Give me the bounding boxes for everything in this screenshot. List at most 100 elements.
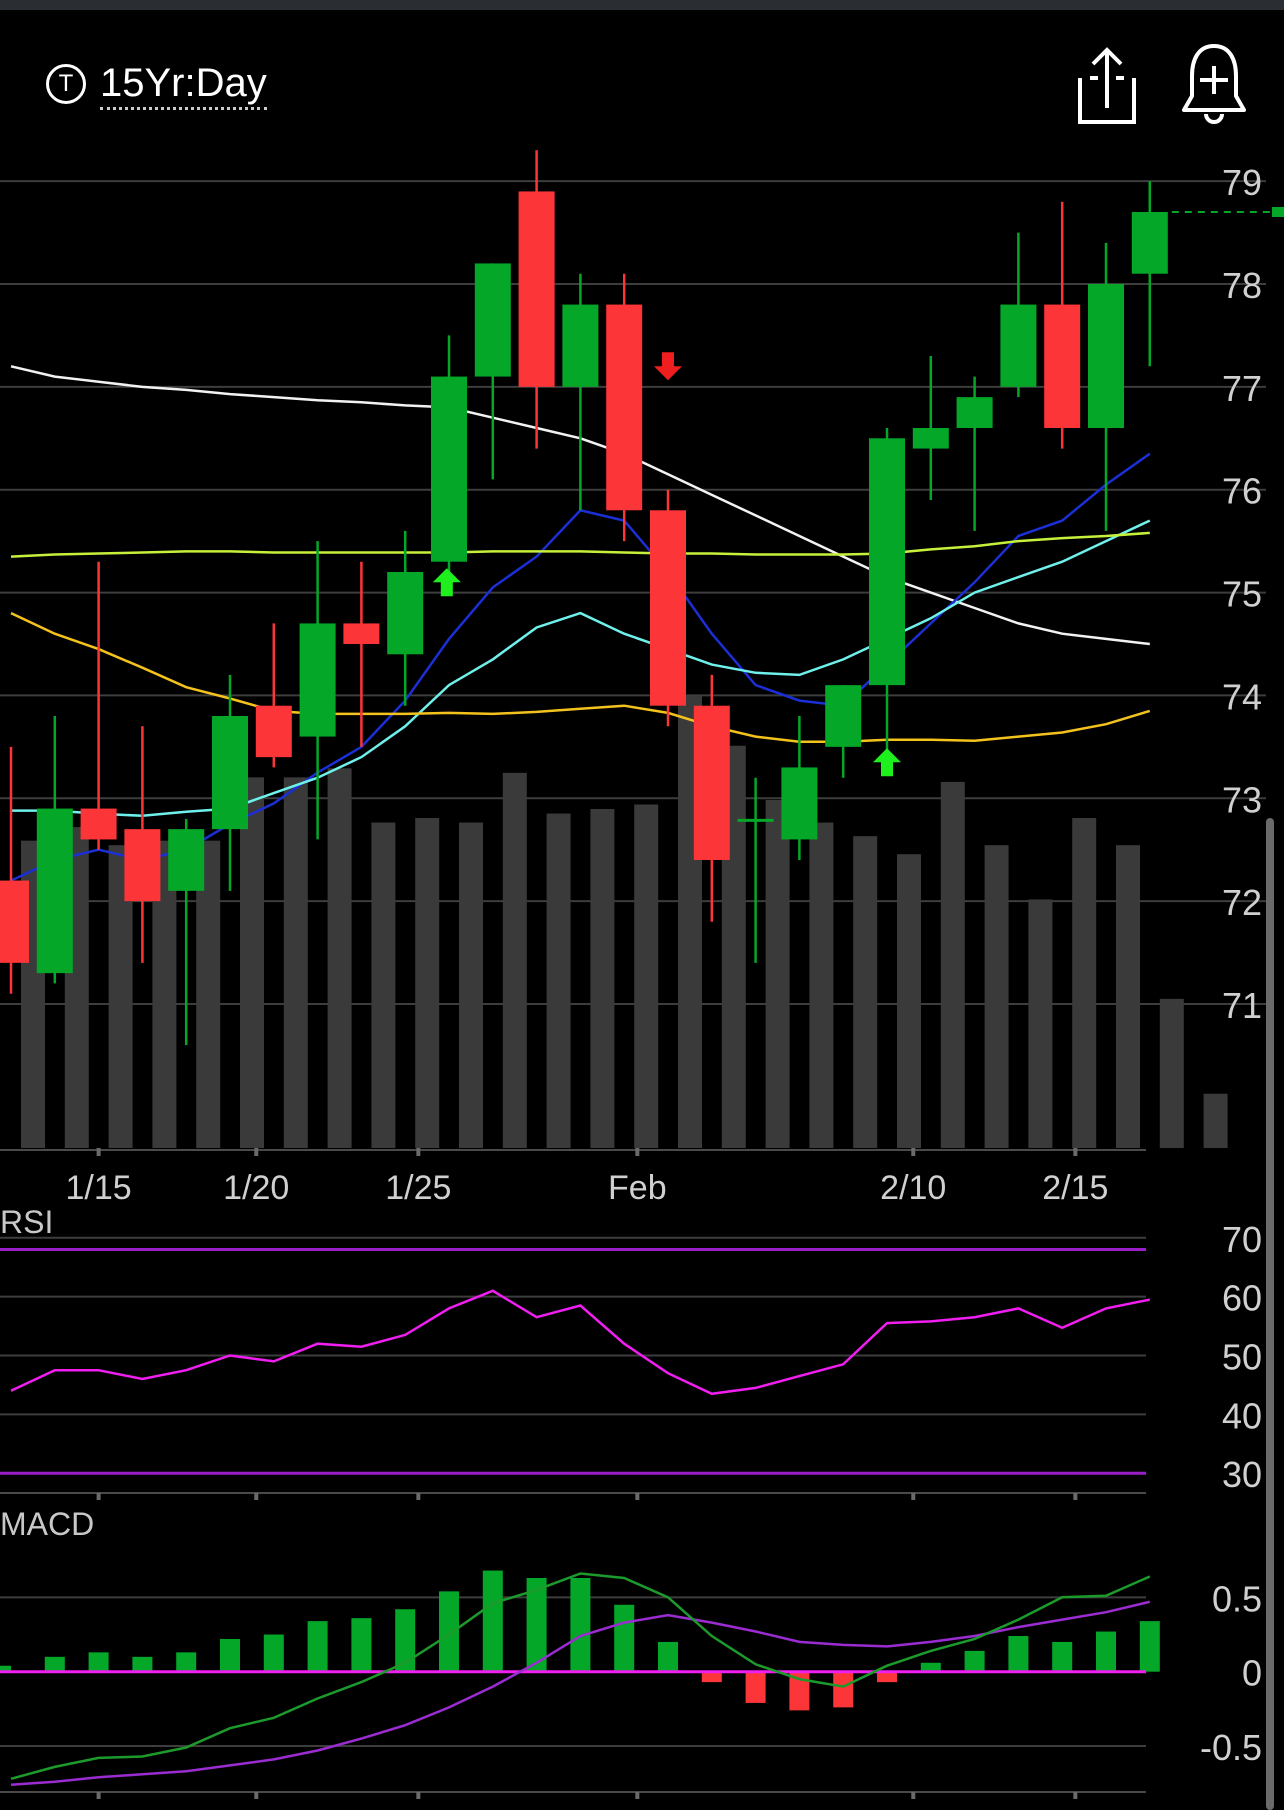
candle-up (168, 829, 205, 891)
sell-signal-arrow (654, 352, 682, 381)
buy-signal-arrow (432, 568, 461, 597)
candle-up (431, 376, 467, 562)
macd-histogram-bar (176, 1652, 197, 1672)
moving-average-line (11, 519, 1151, 818)
price-axis-tick-label: 76 (1222, 471, 1262, 512)
candle-up (912, 428, 949, 449)
volume-bar (1072, 818, 1097, 1148)
macd-histogram-bar (526, 1578, 547, 1672)
macd-histogram-bar (88, 1652, 109, 1672)
moving-average-line (10, 452, 1151, 882)
moving-average-line (10, 531, 1150, 558)
candle-up (562, 304, 599, 387)
candle-down (693, 705, 730, 860)
macd-histogram-bar (0, 1665, 11, 1672)
candle-up (1088, 284, 1124, 428)
macd-line (10, 1572, 1151, 1781)
last-price-marker (1272, 207, 1284, 217)
price-axis-tick-label: 73 (1222, 779, 1262, 820)
volume-bar (1159, 998, 1184, 1148)
share-button[interactable] (1060, 38, 1150, 128)
volume-bar (1203, 1093, 1228, 1148)
volume-bar (765, 799, 790, 1148)
candle-down (343, 623, 380, 644)
volume-bar (897, 854, 921, 1148)
rsi-axis-tick-label: 40 (1222, 1395, 1262, 1436)
volume-bar (415, 818, 440, 1148)
macd-histogram-bar (920, 1662, 941, 1672)
candle-up (1131, 212, 1168, 274)
rsi-axis-tick-label: 60 (1222, 1278, 1262, 1319)
macd-histogram-bar (658, 1641, 678, 1672)
macd-histogram-bar (44, 1656, 65, 1672)
candle-down (518, 191, 555, 387)
timeframe-selector[interactable]: T 15Yr:Day (46, 54, 267, 114)
macd-axis-tick-label: -0.5 (1200, 1727, 1262, 1768)
volume-bar (634, 804, 659, 1148)
macd-axis-tick-label: 0.5 (1212, 1578, 1262, 1619)
macd-histogram-bar (1096, 1631, 1116, 1672)
price-axis-tick-label: 77 (1222, 368, 1262, 409)
rsi-axis-tick-label: 70 (1222, 1219, 1262, 1260)
volume-bar (327, 768, 352, 1148)
volume-bar (809, 822, 834, 1148)
price-axis-tick-label: 71 (1222, 985, 1262, 1026)
candle-up (474, 263, 511, 377)
scrollbar-thumb[interactable] (1266, 818, 1274, 1810)
candle-down (124, 829, 161, 902)
volume-bar (502, 772, 527, 1148)
candle-up (387, 572, 424, 655)
volume-bar (590, 809, 615, 1148)
rsi-title: RSI (0, 1204, 53, 1240)
macd-histogram-bar (351, 1618, 372, 1672)
macd-histogram-bar (1008, 1636, 1029, 1672)
macd-histogram-bar (701, 1671, 722, 1683)
volume-bar (853, 836, 878, 1148)
candle-up (1000, 304, 1037, 387)
add-alert-button[interactable] (1168, 38, 1258, 128)
macd-histogram-bar (789, 1671, 810, 1711)
volume-bar (196, 840, 221, 1148)
rsi-axis-tick-label: 50 (1222, 1337, 1262, 1378)
macd-title: MACD (0, 1506, 94, 1542)
macd-histogram-bar (307, 1621, 328, 1672)
buy-signal-arrow (873, 748, 901, 777)
moving-average-line (10, 611, 1151, 743)
macd-histogram-bar (745, 1671, 766, 1703)
candle-up (36, 808, 73, 974)
candle-up (781, 767, 818, 840)
macd-panel (0, 1570, 1160, 1799)
x-axis-tick-label: 1/20 (223, 1169, 289, 1207)
macd-histogram-bar (1139, 1621, 1160, 1672)
macd-histogram-bar (614, 1604, 635, 1672)
macd-histogram-bar (482, 1570, 503, 1672)
stock-chart[interactable]: 79 78 77 76 75 74 73 72 71 1/15 1/20 1/25 Feb 2/10 2/1… (0, 140, 1284, 1810)
price-axis-tick-label: 78 (1222, 265, 1262, 306)
candle-up (299, 623, 336, 737)
candle-up (737, 818, 774, 822)
volume-bar (283, 777, 308, 1148)
x-axis-tick-label: 1/25 (385, 1169, 451, 1207)
candle-up (825, 685, 862, 747)
candle-down (606, 304, 643, 511)
candle-down (255, 705, 292, 758)
volume-bar (240, 777, 264, 1148)
timeframe-label: 15Yr:Day (100, 59, 267, 110)
x-axis-tick-label: 1/15 (66, 1169, 132, 1207)
x-axis-tick-label: 2/15 (1042, 1169, 1108, 1207)
candle-up (212, 716, 248, 830)
volume-bar (1116, 845, 1140, 1148)
macd-histogram-bar (439, 1591, 459, 1672)
volume-bar (371, 822, 396, 1148)
status-bar-strip (0, 0, 1284, 10)
x-axis-tick-label: 2/10 (880, 1169, 946, 1207)
macd-axis-tick-label: 0 (1242, 1653, 1262, 1694)
volume-bar (1028, 899, 1053, 1148)
candle-down (650, 510, 686, 706)
macd-histogram-bar (964, 1650, 985, 1672)
volume-bar (546, 813, 571, 1148)
macd-histogram-bar (877, 1671, 897, 1683)
price-axis-tick-label: 72 (1222, 882, 1262, 923)
add-alert-bell-icon (1182, 44, 1246, 124)
price-axis-tick-label: 75 (1222, 574, 1262, 615)
